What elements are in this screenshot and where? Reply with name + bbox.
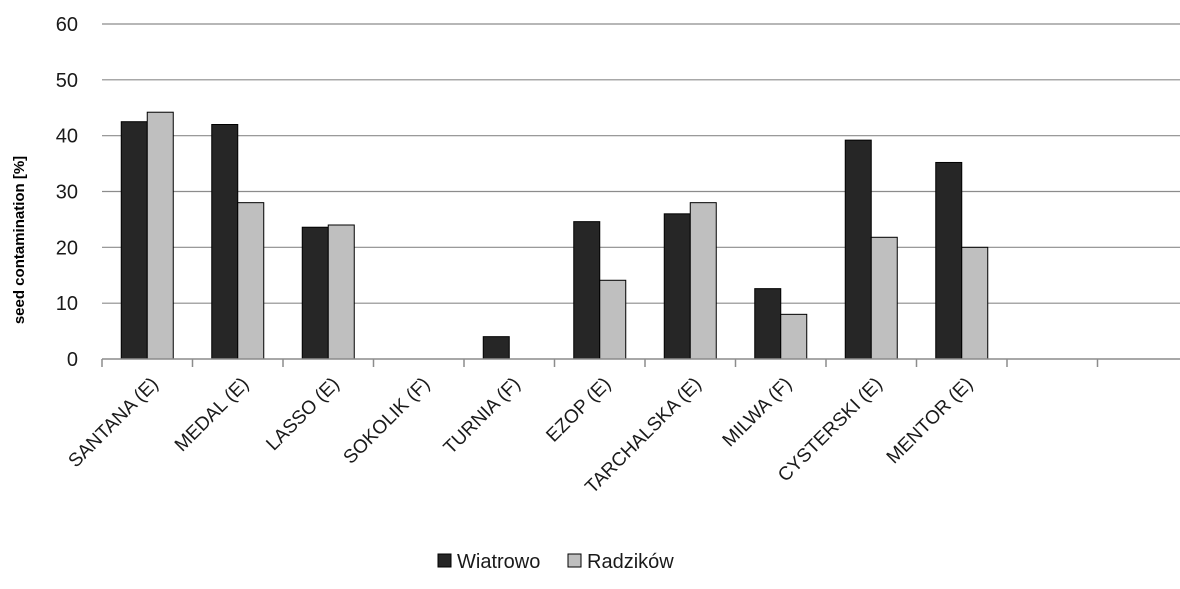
bar-wiatrowo-5 (573, 221, 601, 360)
bar-wiatrowo-9 (935, 161, 963, 360)
bar-radzik-w-0 (146, 111, 174, 360)
y-axis-title: seed contamination [%] (11, 156, 28, 324)
bar-wiatrowo-0 (120, 121, 148, 360)
gridlines (102, 23, 1180, 304)
axes (101, 358, 1180, 367)
y-tick-label-0: 0 (67, 349, 78, 371)
x-tick-label-2: LASSO (E) (262, 374, 343, 455)
legend-label-1: Radzików (587, 551, 674, 573)
legend-swatch-1 (567, 553, 582, 568)
legend-label-0: Wiatrowo (457, 551, 540, 573)
x-tick-label-4: TURNIA (F) (440, 374, 525, 459)
x-tick-label-7: MILWA (F) (719, 374, 797, 452)
y-tick-label-20: 20 (56, 237, 78, 259)
legend: Wiatrowo Radzików (437, 551, 674, 573)
bar-wiatrowo-8 (844, 139, 872, 360)
x-tick-label-3: SOKOLIK (F) (340, 374, 435, 469)
y-tick-label-10: 10 (56, 293, 78, 315)
bars (120, 111, 989, 360)
x-tick-label-9: MENTOR (E) (883, 374, 977, 468)
bar-radzik-w-1 (237, 202, 265, 360)
bar-radzik-w-7 (780, 313, 808, 360)
bar-radzik-w-6 (689, 202, 717, 360)
y-tick-label-40: 40 (56, 126, 78, 148)
bar-radzik-w-2 (327, 224, 355, 360)
x-tick-label-5: EZOP (E) (542, 374, 615, 447)
bar-radzik-w-8 (870, 236, 898, 360)
bar-radzik-w-9 (961, 246, 989, 360)
bar-wiatrowo-1 (211, 124, 239, 360)
y-tick-label-50: 50 (56, 70, 78, 92)
bar-wiatrowo-7 (754, 288, 782, 360)
bar-wiatrowo-4 (482, 336, 510, 360)
tick-labels: 0 10 20 30 40 50 60 SANTANA (E) MEDAL (E) LASSO (… (56, 14, 978, 498)
x-tick-label-0: SANTANA (E) (65, 374, 163, 472)
bar-wiatrowo-2 (301, 226, 329, 360)
x-tick-label-1: MEDAL (E) (171, 374, 253, 456)
y-tick-label-60: 60 (56, 14, 78, 36)
legend-swatch-0 (437, 553, 452, 568)
bar-radzik-w-5 (599, 279, 627, 360)
bar-wiatrowo-6 (663, 213, 691, 360)
y-tick-label-30: 30 (56, 182, 78, 204)
